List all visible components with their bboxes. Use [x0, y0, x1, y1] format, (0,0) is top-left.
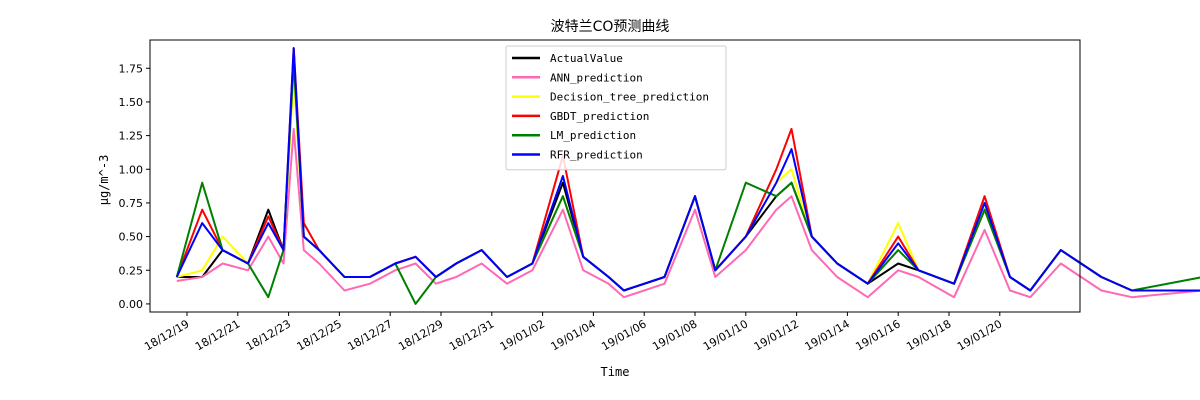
- y-tick-label: 0.25: [119, 264, 144, 277]
- x-tick-label: 18/12/19: [142, 317, 191, 353]
- x-tick-label: 19/01/20: [955, 317, 1004, 353]
- x-tick-label: 18/12/21: [193, 317, 242, 353]
- x-tick-label: 19/01/06: [599, 317, 648, 353]
- series-line-rfr-prediction: [175, 47, 1200, 292]
- y-axis: 0.00 0.25 0.50 0.75 1.00 1.25 1.50 1.75: [119, 62, 150, 311]
- legend-entry: ActualValue: [550, 52, 623, 65]
- x-tick-label: 18/12/31: [447, 317, 496, 353]
- y-tick-label: 0.75: [119, 197, 144, 210]
- y-tick-label: 1.50: [119, 96, 144, 109]
- x-tick-label: 19/01/18: [904, 317, 953, 353]
- y-tick-label: 0.00: [119, 298, 144, 311]
- x-axis-label: Time: [601, 365, 630, 379]
- legend-entry: GBDT_prediction: [550, 110, 649, 123]
- y-tick-label: 1.75: [119, 62, 144, 75]
- legend: ActualValue ANN_prediction Decision_tree_p…: [505, 45, 727, 171]
- x-tick-label: 19/01/14: [803, 317, 852, 353]
- x-tick-label: 18/12/23: [244, 317, 293, 353]
- legend-entry: LM_prediction: [550, 129, 636, 142]
- plot-frame: [149, 39, 1081, 313]
- legend-entry: ANN_prediction: [550, 71, 643, 84]
- x-tick-label: 18/12/27: [345, 317, 394, 353]
- x-axis: 18/12/19 18/12/21 18/12/23 18/12/25 18/12/27…: [142, 312, 1004, 353]
- chart-title: 波特兰CO预测曲线: [551, 19, 670, 35]
- series-line-ann-prediction: [176, 127, 1200, 299]
- legend-box: [505, 45, 727, 171]
- legend-entry: RFR_prediction: [550, 149, 643, 162]
- x-tick-label: 18/12/29: [396, 317, 445, 353]
- plot-area: [175, 47, 1200, 305]
- legend-entry: Decision_tree_prediction: [550, 91, 709, 104]
- y-axis-label: μg/m^-3: [97, 155, 111, 206]
- x-tick-label: 19/01/04: [549, 317, 598, 353]
- x-tick-label: 19/01/10: [701, 317, 750, 353]
- y-tick-label: 0.50: [119, 231, 144, 244]
- x-tick-label: 18/12/25: [295, 317, 344, 353]
- x-tick-label: 19/01/08: [650, 317, 699, 353]
- x-tick-label: 19/01/02: [498, 317, 547, 353]
- x-tick-label: 19/01/16: [853, 317, 902, 353]
- x-tick-label: 19/01/12: [752, 317, 801, 353]
- y-tick-label: 1.25: [119, 130, 144, 143]
- y-tick-label: 1.00: [119, 163, 144, 176]
